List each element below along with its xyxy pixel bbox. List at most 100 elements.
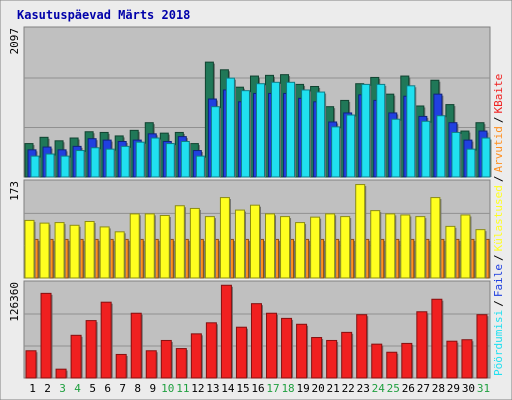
bar-kbaite-30 [461, 339, 473, 379]
x-label-15: 15 [236, 382, 249, 395]
bar-poordumisi-11 [180, 140, 190, 178]
bar-kbaite-25 [386, 351, 398, 379]
right-legend-separator-4: / [492, 117, 505, 124]
bar-kbaite-11 [175, 348, 187, 379]
right-legend-kbaite: KBaite [492, 74, 505, 114]
bar-poordumisi-27 [421, 120, 431, 178]
bar-kbaite-20 [311, 337, 323, 379]
bar-kulastused-17 [265, 213, 276, 279]
bar-poordumisi-22 [346, 114, 356, 178]
bar-kbaite-28 [431, 298, 443, 379]
bar-poordumisi-1 [30, 155, 40, 178]
x-label-6: 6 [104, 382, 111, 395]
panel-middle-max-label: 173 [8, 181, 21, 201]
bar-poordumisi-12 [195, 155, 205, 178]
x-label-30: 30 [462, 382, 475, 395]
bar-kulastused-4 [69, 224, 80, 279]
bar-poordumisi-31 [481, 137, 491, 178]
bar-poordumisi-9 [150, 137, 160, 178]
bar-kbaite-21 [326, 339, 338, 379]
bar-kbaite-27 [416, 311, 428, 379]
bar-kbaite-3 [55, 368, 67, 379]
bar-kbaite-12 [190, 333, 202, 379]
x-label-29: 29 [447, 382, 460, 395]
bar-kbaite-9 [145, 350, 157, 379]
right-legend-separator-1: / [492, 300, 505, 307]
bar-kulastused-18 [280, 216, 291, 279]
bar-poordumisi-28 [436, 115, 446, 178]
bar-kulastused-3 [54, 222, 65, 279]
bar-kulastused-21 [325, 213, 336, 279]
bar-kbaite-16 [250, 303, 262, 379]
x-label-11: 11 [176, 382, 189, 395]
right-legend-separator-3: / [492, 176, 505, 183]
bar-poordumisi-26 [406, 85, 416, 178]
x-label-21: 21 [327, 382, 340, 395]
bar-poordumisi-24 [376, 83, 386, 178]
x-label-5: 5 [89, 382, 96, 395]
panel-top: 2097 [8, 26, 492, 178]
x-label-3: 3 [59, 382, 66, 395]
bar-kulastused-31 [475, 229, 486, 279]
bar-kbaite-7 [115, 353, 127, 379]
series-kbaite [25, 284, 489, 379]
bar-kbaite-24 [371, 343, 383, 379]
bar-kbaite-19 [296, 323, 308, 379]
bar-poordumisi-3 [60, 155, 70, 178]
bar-poordumisi-29 [451, 131, 461, 178]
right-side-labels: Pöördumisi / Faile / Külastused / Arvutid / KBai… [492, 74, 505, 376]
bar-poordumisi-8 [135, 141, 145, 178]
bar-kbaite-14 [220, 284, 232, 379]
bar-kbaite-29 [446, 340, 458, 379]
x-label-25: 25 [387, 382, 400, 395]
series-poordumisi [30, 77, 492, 178]
x-label-17: 17 [266, 382, 279, 395]
bar-poordumisi-15 [240, 90, 250, 178]
bar-kulastused-26 [400, 214, 411, 279]
bar-kbaite-18 [281, 317, 293, 379]
chart-panels: 2097 173 126360 [8, 26, 492, 379]
bar-poordumisi-25 [391, 118, 401, 178]
bar-kulastused-9 [144, 213, 155, 279]
bar-kbaite-22 [341, 331, 353, 379]
panel-middle: 173 [8, 179, 491, 279]
bar-kulastused-2 [39, 222, 50, 279]
bar-kulastused-14 [219, 197, 230, 279]
x-label-7: 7 [119, 382, 126, 395]
bar-kbaite-8 [130, 312, 142, 379]
bar-kbaite-2 [40, 292, 52, 379]
bar-kulastused-27 [415, 216, 426, 279]
bar-kulastused-28 [430, 197, 441, 279]
x-label-16: 16 [251, 382, 264, 395]
bar-kbaite-10 [160, 339, 172, 379]
bar-kulastused-1 [24, 219, 35, 279]
bar-kulastused-12 [189, 207, 200, 279]
x-label-1: 1 [29, 382, 36, 395]
x-label-28: 28 [432, 382, 445, 395]
bar-poordumisi-7 [120, 145, 130, 178]
chart-title: Kasutuspäevad Märts 2018 [17, 8, 190, 22]
bar-kulastused-6 [99, 226, 110, 279]
panel-top-max-label: 2097 [8, 28, 21, 55]
bar-kbaite-6 [100, 301, 112, 379]
bar-kulastused-19 [295, 222, 306, 279]
bar-poordumisi-21 [331, 126, 341, 178]
right-legend-faile: Faile [492, 264, 505, 297]
bar-kbaite-23 [356, 314, 368, 379]
x-label-10: 10 [161, 382, 174, 395]
right-legend-pöördumisi: Pöördumisi [492, 310, 505, 376]
x-label-24: 24 [372, 382, 386, 395]
series-kulastused [24, 184, 487, 279]
bar-kulastused-5 [84, 220, 95, 279]
bar-poordumisi-5 [90, 147, 100, 178]
bar-kbaite-17 [266, 312, 278, 379]
bar-kulastused-8 [129, 213, 140, 279]
bar-kulastused-7 [114, 231, 125, 279]
x-label-18: 18 [281, 382, 294, 395]
x-label-8: 8 [134, 382, 141, 395]
bar-poordumisi-30 [466, 148, 476, 178]
bar-kulastused-24 [370, 210, 381, 279]
right-legend: Pöördumisi / Faile / Külastused / Arvutid / KBai… [492, 74, 505, 376]
x-label-4: 4 [74, 382, 81, 395]
bar-kbaite-15 [235, 326, 247, 379]
